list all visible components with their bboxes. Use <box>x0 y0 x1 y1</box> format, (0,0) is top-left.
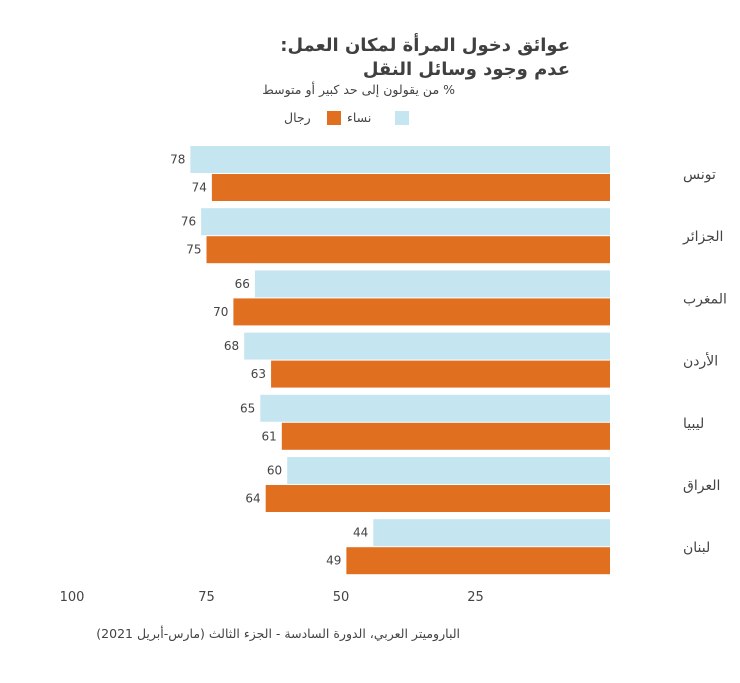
data-label: 60 <box>267 464 282 478</box>
data-label: 66 <box>235 277 250 291</box>
bar-men <box>271 360 610 388</box>
data-label: 44 <box>353 526 368 540</box>
data-label: 74 <box>192 181 207 195</box>
legend-label-women: نساء <box>347 110 372 125</box>
bar-women <box>201 208 610 236</box>
x-tick-label: 75 <box>198 590 215 605</box>
data-label: 63 <box>251 367 266 381</box>
data-label: 75 <box>186 243 201 257</box>
data-label: 78 <box>170 153 185 167</box>
legend-swatch-women <box>395 111 409 125</box>
x-tick-label: 100 <box>60 590 85 605</box>
bar-women <box>373 519 610 547</box>
bar-women <box>287 457 610 484</box>
category-label: لبنان <box>683 540 710 556</box>
bar-men <box>211 174 610 201</box>
data-label: 65 <box>240 401 255 415</box>
data-label: 61 <box>262 429 277 443</box>
legend-swatch-men <box>327 111 341 125</box>
chart-subtitle: % من يقولون إلى حد كبير أو متوسط <box>262 82 455 97</box>
data-label: 64 <box>245 492 260 506</box>
category-label: العراق <box>683 478 720 494</box>
bar-women <box>244 332 610 360</box>
data-label: 49 <box>326 554 341 568</box>
x-tick-label: 25 <box>467 590 484 605</box>
bar-men <box>206 236 610 264</box>
bar-men <box>265 485 610 512</box>
x-tick-label: 50 <box>333 590 350 605</box>
category-label: تونس <box>683 167 716 183</box>
chart-legend: نساء رجال <box>240 110 410 128</box>
category-label: المغرب <box>683 291 727 307</box>
bar-men <box>281 422 610 450</box>
category-label: الأردن <box>683 352 718 370</box>
legend-label-men: رجال <box>284 110 311 125</box>
chart-title: عوائق دخول المرأة لمكان العمل: عدم وجود … <box>280 35 570 80</box>
category-label: الجزائر <box>682 229 723 245</box>
bar-women <box>254 270 611 298</box>
bar-men <box>233 298 610 326</box>
bar-men <box>346 547 610 575</box>
data-label: 70 <box>213 305 228 319</box>
bar-women <box>190 146 611 173</box>
bar-women <box>260 394 610 422</box>
category-label: ليبيا <box>683 416 704 432</box>
data-label: 68 <box>224 339 239 353</box>
data-label: 76 <box>181 215 196 229</box>
source-footer: الباروميتر العربي، الدورة السادسة - الجز… <box>96 626 460 641</box>
